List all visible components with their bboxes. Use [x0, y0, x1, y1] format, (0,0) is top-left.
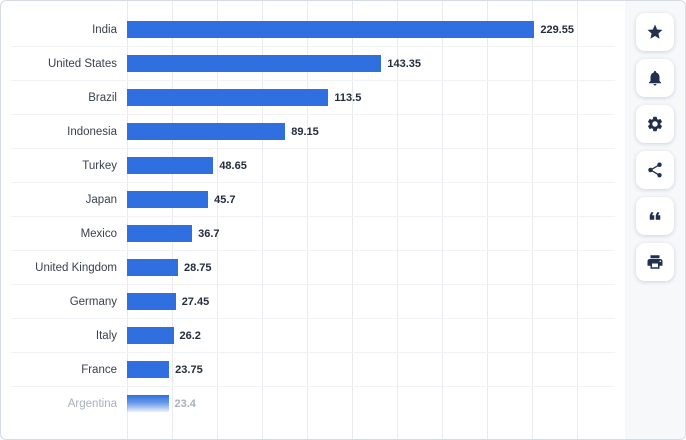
- quote-button[interactable]: [636, 197, 674, 235]
- bar[interactable]: [127, 191, 209, 208]
- bar[interactable]: [127, 293, 176, 310]
- value-label: 48.65: [219, 159, 247, 172]
- category-label: India: [92, 23, 117, 36]
- value-label: 45.7: [214, 193, 236, 206]
- bar[interactable]: [127, 123, 286, 140]
- plot-area: 89.15: [127, 123, 615, 140]
- chart-row: Germany 27.45: [11, 285, 615, 319]
- value-label: 229.55: [540, 23, 574, 36]
- chart-row: Argentina 23.4: [11, 387, 615, 420]
- plot-area: 23.75: [127, 361, 615, 378]
- value-label: 28.75: [183, 261, 212, 274]
- bar[interactable]: [127, 21, 535, 38]
- value-label: 89.15: [291, 125, 319, 138]
- value-label: 23.4: [174, 397, 196, 410]
- bell-button[interactable]: [636, 59, 674, 97]
- category-label: United States: [47, 57, 117, 70]
- share-icon: [646, 161, 664, 179]
- chart-row: India 229.55: [11, 13, 615, 47]
- value-label: 113.5: [334, 91, 362, 104]
- bar[interactable]: [127, 55, 382, 72]
- category-label: Turkey: [82, 159, 117, 172]
- chart-row: Mexico 36.7: [11, 217, 615, 251]
- plot-area: 36.7: [127, 225, 615, 242]
- star-button[interactable]: [636, 13, 674, 51]
- gridlines: [127, 1, 613, 439]
- plot-area: 26.2: [127, 327, 615, 344]
- value-label: 23.75: [175, 363, 203, 376]
- plot-area: 28.75: [127, 259, 615, 276]
- chart-row: France 23.75: [11, 353, 615, 387]
- star-icon: [646, 23, 664, 41]
- chart-toolbar: [625, 1, 685, 439]
- category-label: Japan: [85, 193, 117, 206]
- plot-area: 45.7: [127, 191, 615, 208]
- chart-rows: India 229.55 United States 143.35 Brazil 113.…: [11, 13, 615, 420]
- chart-row: United Kingdom 28.75: [11, 251, 615, 285]
- plot-area: 27.45: [127, 293, 615, 310]
- print-icon: [646, 253, 664, 271]
- gear-icon: [646, 115, 664, 133]
- value-label: 27.45: [181, 295, 210, 308]
- chart-row: Italy 26.2: [11, 319, 615, 353]
- plot-area: 23.4: [127, 395, 615, 412]
- category-label: Italy: [95, 329, 117, 342]
- plot-area: 143.35: [127, 55, 615, 72]
- bar[interactable]: [127, 361, 170, 378]
- plot-area: 113.5: [127, 89, 615, 106]
- gear-button[interactable]: [636, 105, 674, 143]
- plot-area: 48.65: [127, 157, 615, 174]
- plot-area: 229.55: [127, 21, 615, 38]
- category-label: Mexico: [80, 227, 117, 240]
- category-label: United Kingdom: [35, 261, 117, 274]
- chart-row: Turkey 48.65: [11, 149, 615, 183]
- quote-icon: [646, 207, 664, 225]
- chart-row: United States 143.35: [11, 47, 615, 81]
- bar[interactable]: [127, 395, 169, 412]
- category-label: Germany: [69, 295, 117, 308]
- category-label: Argentina: [67, 397, 117, 410]
- bar[interactable]: [127, 157, 214, 174]
- print-button[interactable]: [636, 243, 674, 281]
- bar[interactable]: [127, 259, 178, 276]
- bar[interactable]: [127, 89, 329, 106]
- bar-chart: India 229.55 United States 143.35 Brazil 113.…: [1, 1, 625, 439]
- value-label: 143.35: [387, 57, 422, 70]
- category-label: Indonesia: [67, 125, 117, 138]
- category-label: France: [81, 363, 117, 376]
- chart-row: Brazil 113.5: [11, 81, 615, 115]
- category-label: Brazil: [88, 91, 117, 104]
- share-button[interactable]: [636, 151, 674, 189]
- value-label: 36.7: [198, 227, 220, 240]
- value-label: 26.2: [179, 329, 201, 342]
- bell-icon: [646, 69, 664, 87]
- chart-row: Japan 45.7: [11, 183, 615, 217]
- bar[interactable]: [127, 327, 174, 344]
- chart-row: Indonesia 89.15: [11, 115, 615, 149]
- bar[interactable]: [127, 225, 193, 242]
